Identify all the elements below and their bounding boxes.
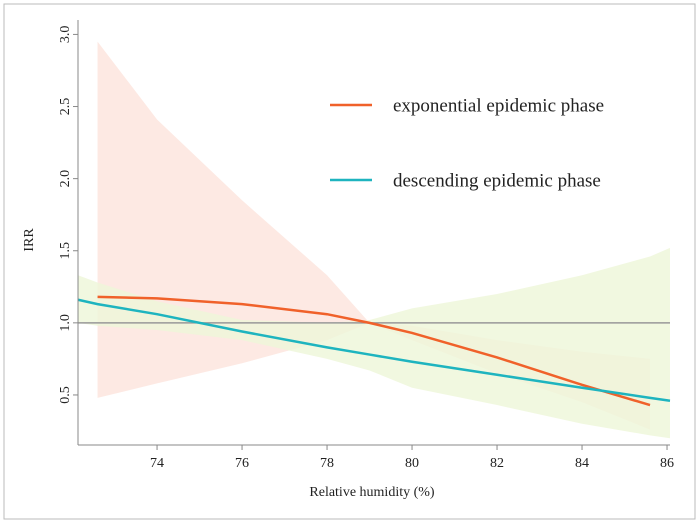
series-line [97,295,651,407]
x-axis-title: Relative humidity (%) [309,485,435,500]
confidence-band [78,247,670,439]
x-tick-label: 78 [320,456,334,471]
legend-label: exponential epidemic phase [393,95,604,116]
x-tick-label: 86 [660,456,674,471]
legend-label: descending epidemic phase [393,170,601,191]
y-tick-label: 2.0 [58,170,73,188]
y-tick-label: 0.5 [58,386,73,404]
series-line [77,298,671,402]
x-tick-label: 76 [235,456,249,471]
x-tick-label: 84 [575,456,589,471]
y-tick-label: 2.5 [58,98,73,116]
y-tick-label: 1.5 [58,242,73,260]
x-tick-label: 82 [490,456,504,471]
x-tick-label: 80 [405,456,419,471]
y-tick-label: 1.0 [58,314,73,332]
y-tick-label: 3.0 [58,26,73,44]
x-tick-label: 74 [150,456,164,471]
y-axis-title: IRR [22,228,37,252]
